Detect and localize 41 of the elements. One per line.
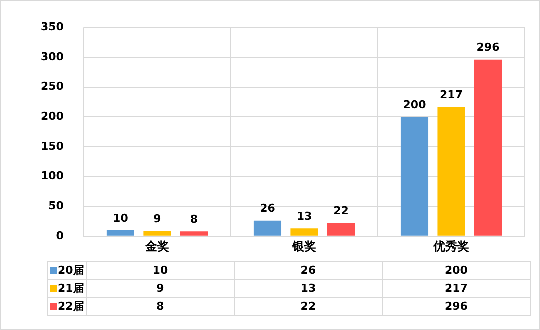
- bar: [106, 230, 134, 236]
- annotation: 296: [476, 41, 500, 54]
- y-tick-label: 100: [40, 170, 64, 183]
- y-tick-label: 0: [56, 229, 64, 242]
- x-tick-label: 优秀奖: [432, 240, 470, 254]
- annotation: 26: [260, 202, 276, 216]
- annotation: 9: [154, 212, 162, 226]
- data-label: 13: [234, 279, 382, 298]
- bar: [290, 228, 318, 236]
- bar: [180, 232, 208, 236]
- x-tick-label: 银奖: [291, 240, 316, 254]
- data-label: 200: [382, 261, 530, 280]
- y-tick-label: 50: [48, 199, 64, 212]
- bar: [327, 223, 356, 236]
- data-label: 8: [86, 297, 234, 316]
- y-tick-label: 200: [40, 110, 64, 123]
- data-label: 10: [86, 261, 234, 280]
- data-label: 217: [382, 279, 530, 298]
- annotation: 22: [334, 204, 349, 218]
- x-tick-label: 金奖: [144, 240, 170, 254]
- bar: [474, 60, 502, 236]
- annotation: 13: [296, 210, 312, 224]
- data-label: 26: [234, 261, 382, 280]
- bar: [438, 106, 466, 236]
- annotation: 200: [403, 98, 427, 112]
- y-tick-label: 350: [40, 20, 64, 34]
- data-label: 9: [86, 279, 234, 298]
- annotation: 217: [440, 88, 463, 102]
- y-tick-label: 250: [40, 80, 64, 94]
- annotation: 10: [113, 212, 129, 225]
- data-label: 22: [234, 297, 382, 316]
- bar: [400, 117, 429, 236]
- annotation: 8: [190, 212, 198, 226]
- legend-label: 22届: [47, 297, 86, 316]
- bar: [254, 220, 282, 236]
- y-tick-label: 300: [40, 50, 64, 64]
- y-tick-label: 150: [40, 140, 64, 153]
- bar: [144, 231, 172, 236]
- legend-label: 20届: [47, 261, 86, 280]
- data-label: 296: [382, 297, 530, 316]
- legend-label: 21届: [47, 279, 86, 298]
